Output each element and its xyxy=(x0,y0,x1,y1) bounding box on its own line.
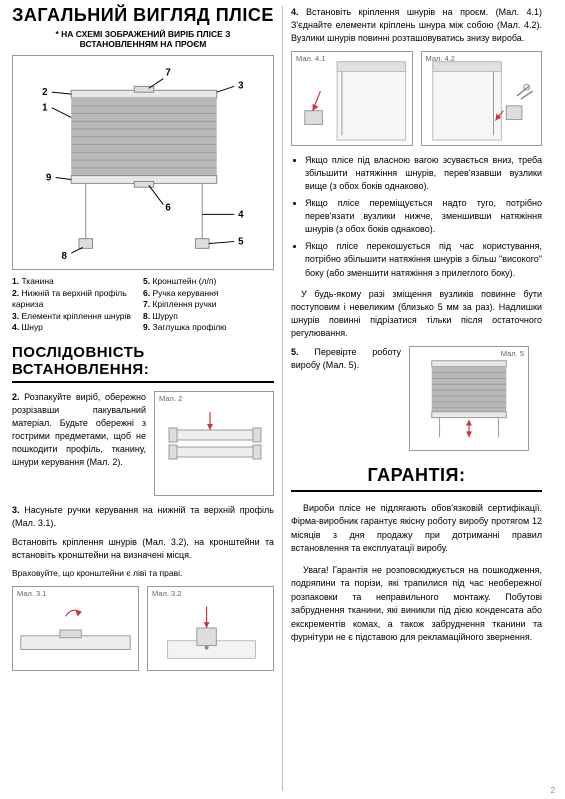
legend: 1. Тканина 2. Нижній та верхній профіль … xyxy=(12,276,274,333)
fig-mal-32-svg xyxy=(148,587,273,670)
step-2-row: 2. Розпакуйте виріб, обережно розрізавши… xyxy=(12,391,274,496)
after-bullets-note: У будь-якому разі зміщення вузликів пови… xyxy=(291,288,542,340)
main-diagram-svg: 1 2 3 4 5 6 7 8 9 xyxy=(13,56,273,269)
bullet-3: Якщо плісе перекошується під час користу… xyxy=(305,240,542,279)
fig-mal-42: Мал. 4.2 xyxy=(421,51,543,146)
fig-3-row: Мал. 3.1 Мал. 3.2 xyxy=(12,586,274,671)
svg-text:8: 8 xyxy=(62,251,68,262)
main-title: ЗАГАЛЬНИЙ ВИГЛЯД ПЛІСЕ xyxy=(12,6,274,25)
step-3b: Встановіть кріплення шнурів (Мал. 3.2), … xyxy=(12,536,274,562)
fig-mal-2: Мал. 2 xyxy=(154,391,274,496)
legend-right: 5. Кронштейн (л/п) 6. Ручка керування 7.… xyxy=(143,276,274,333)
page-number: 2 xyxy=(551,786,555,795)
right-column: 4. Встановіть кріплення шнурів на проєм.… xyxy=(282,6,542,791)
fig-mal-31: Мал. 3.1 xyxy=(12,586,139,671)
fig-mal-2-svg xyxy=(155,392,275,497)
fig-mal-42-svg xyxy=(422,52,542,145)
svg-text:2: 2 xyxy=(42,87,47,98)
svg-text:6: 6 xyxy=(165,203,171,214)
fig-mal-31-svg xyxy=(13,587,138,670)
step-4: 4. Встановіть кріплення шнурів на проєм.… xyxy=(291,6,542,45)
step-3a: 3. Насуньте ручки керування на нижній та… xyxy=(12,504,274,530)
main-diagram: 1 2 3 4 5 6 7 8 9 xyxy=(12,55,274,270)
warranty-title: ГАРАНТІЯ: xyxy=(291,465,542,492)
fig-mal-5-svg xyxy=(410,347,528,450)
fig-mal-41-svg xyxy=(292,52,412,145)
step-5-row: 5. Перевірте роботу виробу (Мал. 5). Мал… xyxy=(291,346,542,451)
main-subtitle: * НА СХЕМІ ЗОБРАЖЕНИЙ ВИРІБ ПЛІСЕ З ВСТА… xyxy=(43,29,243,49)
svg-text:5: 5 xyxy=(238,237,244,248)
step-5-text: 5. Перевірте роботу виробу (Мал. 5). xyxy=(291,346,401,372)
adjustment-bullets: Якщо плісе під власною вагою зсувається … xyxy=(291,154,542,279)
step-3c: Враховуйте, що кронштейни є ліві та прав… xyxy=(12,568,274,580)
bullet-1: Якщо плісе під власною вагою зсувається … xyxy=(305,154,542,193)
bullet-2: Якщо плісе переміщується надто туго, пот… xyxy=(305,197,542,236)
left-column: ЗАГАЛЬНИЙ ВИГЛЯД ПЛІСЕ * НА СХЕМІ ЗОБРАЖ… xyxy=(12,6,282,791)
fig-mal-32: Мал. 3.2 xyxy=(147,586,274,671)
svg-text:9: 9 xyxy=(46,173,52,184)
fig-mal-41: Мал. 4.1 xyxy=(291,51,413,146)
section-title-install: ПОСЛІДОВНІСТЬ ВСТАНОВЛЕННЯ: xyxy=(12,344,274,383)
fig-4-row: Мал. 4.1 Мал. 4.2 xyxy=(291,51,542,146)
fig-mal-5: Мал. 5 xyxy=(409,346,529,451)
step-2-text: 2. Розпакуйте виріб, обережно розрізавши… xyxy=(12,391,146,496)
warranty-p1: Вироби плісе не підлягають обов'язковій … xyxy=(291,502,542,556)
warranty-p2: Увага! Гарантія не розповсюджується на п… xyxy=(291,564,542,645)
legend-left: 1. Тканина 2. Нижній та верхній профіль … xyxy=(12,276,143,333)
svg-text:7: 7 xyxy=(165,68,170,79)
svg-text:3: 3 xyxy=(238,81,244,92)
svg-text:4: 4 xyxy=(238,210,244,221)
svg-text:1: 1 xyxy=(42,103,48,114)
